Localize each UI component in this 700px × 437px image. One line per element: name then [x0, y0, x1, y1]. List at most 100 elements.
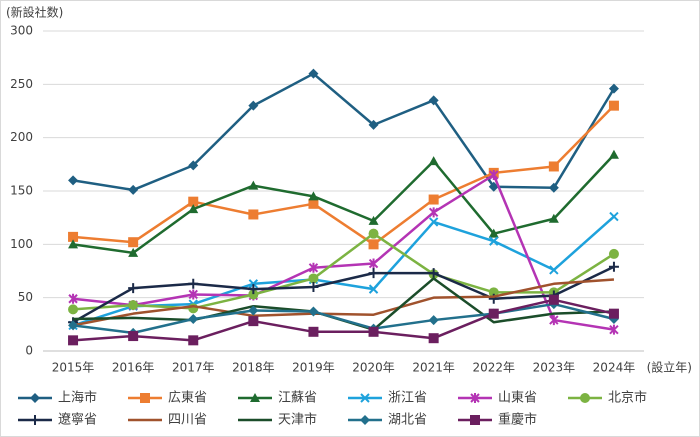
legend-label: 山東省 — [498, 390, 537, 406]
marker — [308, 198, 319, 209]
marker — [308, 326, 319, 337]
marker — [248, 279, 259, 289]
marker — [248, 209, 259, 220]
marker — [548, 161, 559, 172]
marker — [308, 282, 319, 292]
marker — [68, 239, 79, 249]
marker — [188, 289, 198, 300]
marker — [368, 284, 379, 294]
marker — [30, 415, 40, 425]
x-tick-label: 2024年 — [593, 361, 636, 375]
marker — [608, 261, 619, 272]
marker — [549, 315, 559, 326]
y-tick-label: 100 — [10, 237, 33, 251]
marker — [248, 100, 259, 111]
legend-label: 江蘇省 — [278, 391, 317, 406]
marker — [368, 228, 379, 239]
marker — [188, 335, 199, 346]
x-axis-title: (設立年) — [647, 360, 692, 375]
marker — [68, 175, 79, 186]
marker — [248, 305, 259, 316]
y-tick-label: 200 — [10, 130, 33, 144]
marker — [548, 294, 559, 305]
series-line — [72, 298, 615, 342]
marker — [188, 196, 199, 207]
marker — [368, 215, 379, 225]
x-tick-label: 2015年 — [52, 361, 95, 375]
series-line — [72, 302, 615, 335]
y-axis-title: (新設社数) — [6, 5, 63, 20]
marker — [368, 119, 379, 130]
marker — [488, 228, 499, 238]
marker — [248, 289, 259, 300]
marker — [188, 314, 199, 324]
marker — [140, 393, 150, 403]
series-line — [72, 278, 615, 327]
marker — [128, 331, 139, 342]
marker — [580, 393, 590, 403]
marker — [188, 303, 199, 314]
x-tick-label: 2022年 — [472, 361, 515, 375]
marker — [470, 393, 480, 403]
marker — [308, 191, 319, 201]
marker — [608, 83, 619, 94]
marker — [428, 194, 439, 205]
marker — [68, 231, 79, 242]
marker — [128, 237, 139, 248]
marker — [470, 415, 480, 425]
marker — [68, 320, 79, 331]
marker — [308, 306, 319, 317]
marker — [308, 262, 319, 273]
marker — [128, 184, 139, 195]
marker — [428, 217, 439, 227]
marker — [489, 236, 499, 246]
marker — [428, 207, 439, 218]
marker — [609, 324, 619, 335]
legend-label: 北京市 — [608, 390, 647, 406]
y-tick-label: 50 — [18, 290, 33, 304]
x-tick-label: 2018年 — [232, 361, 275, 375]
marker — [428, 333, 439, 344]
marker — [548, 213, 559, 223]
marker — [428, 95, 439, 106]
y-tick-label: 0 — [25, 344, 33, 358]
x-tick-label: 2016年 — [112, 361, 155, 375]
marker — [488, 308, 499, 319]
y-tick-label: 250 — [10, 77, 33, 91]
x-tick-label: 2019年 — [292, 361, 335, 375]
marker — [608, 248, 619, 259]
marker — [30, 393, 40, 403]
marker — [68, 335, 79, 346]
series-line — [72, 232, 615, 311]
marker — [128, 283, 139, 294]
marker — [608, 308, 619, 319]
series-line — [72, 104, 615, 246]
marker — [128, 247, 139, 257]
marker — [68, 293, 78, 304]
marker — [428, 156, 439, 166]
marker — [609, 211, 619, 222]
marker — [549, 265, 559, 275]
legend-label: 遼寧省 — [58, 412, 97, 428]
legend-label: 浙江省 — [388, 391, 427, 406]
marker — [368, 268, 379, 279]
marker — [360, 415, 370, 425]
marker — [248, 316, 259, 327]
marker — [428, 315, 439, 326]
marker — [188, 204, 199, 214]
marker — [308, 273, 319, 284]
x-tick-label: 2021年 — [412, 361, 455, 375]
series-line — [72, 265, 615, 324]
x-tick-label: 2017年 — [172, 361, 215, 375]
marker — [188, 160, 199, 171]
legend-label: 湖北省 — [388, 413, 427, 428]
x-tick-label: 2023年 — [533, 361, 576, 375]
series-line — [72, 215, 615, 327]
marker — [188, 278, 199, 289]
marker — [548, 182, 559, 193]
marker — [428, 268, 439, 279]
marker — [368, 258, 379, 269]
y-tick-label: 300 — [10, 24, 33, 38]
marker — [608, 149, 619, 159]
